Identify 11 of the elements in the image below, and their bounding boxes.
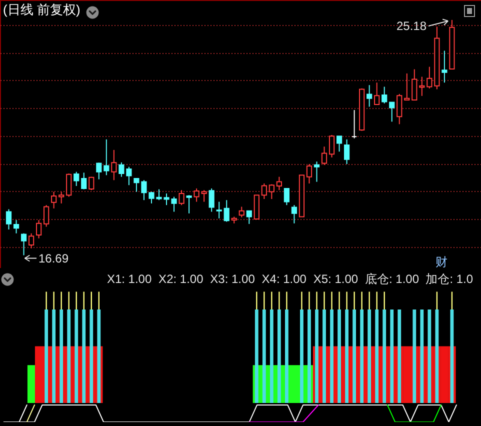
annotation: 财 (436, 255, 448, 269)
text: 16.69 (38, 251, 68, 266)
text: X5: 1.00 (313, 272, 358, 286)
text: X4: 1.00 (262, 272, 307, 286)
text: 底仓: 1.00 (364, 272, 420, 286)
text: X1: 1.00 (106, 272, 152, 286)
chart-title: (日线 前复权) (3, 2, 80, 17)
text: X3: 1.00 (210, 272, 256, 286)
text: X2: 1.00 (158, 272, 204, 286)
text: 加仓: 1.0 (426, 272, 474, 286)
text: 25.18 (396, 18, 426, 33)
